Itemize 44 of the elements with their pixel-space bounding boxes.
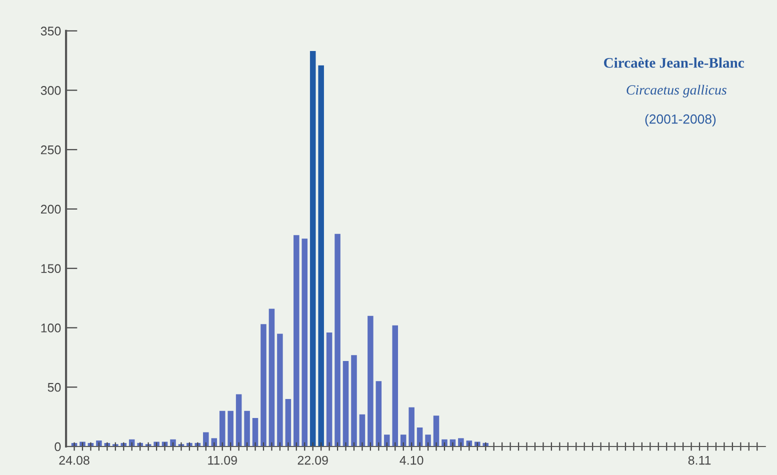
bar xyxy=(236,394,242,446)
bar xyxy=(277,334,283,446)
bar xyxy=(252,418,258,446)
bar xyxy=(342,361,349,446)
y-tick-label: 50 xyxy=(48,382,61,392)
x-tick-label: 24.08 xyxy=(59,456,90,465)
bar xyxy=(376,381,382,446)
y-tick-label: 350 xyxy=(40,26,61,36)
bar xyxy=(318,65,324,446)
bar xyxy=(334,234,340,446)
bar xyxy=(228,410,234,446)
bar xyxy=(416,428,423,446)
y-tick-label: 200 xyxy=(40,204,61,214)
bar xyxy=(219,410,226,446)
bar xyxy=(302,238,308,446)
bar xyxy=(294,235,300,446)
x-tick-label: 22.09 xyxy=(298,456,328,465)
bar xyxy=(268,308,275,446)
bar xyxy=(244,410,250,446)
y-tick-label: 100 xyxy=(41,324,61,332)
y-tick-label: 0 xyxy=(54,442,61,452)
bar xyxy=(425,434,431,446)
x-tick-label: 11.09 xyxy=(208,456,237,465)
bar xyxy=(458,438,464,446)
bar xyxy=(408,407,414,446)
bar xyxy=(433,416,440,446)
text: Circaetus gallicus xyxy=(626,84,726,98)
x-tick-label: 4.10 xyxy=(400,456,424,465)
bar xyxy=(260,324,266,446)
y-tick-label: 250 xyxy=(40,145,61,154)
bar xyxy=(203,432,209,446)
bar xyxy=(359,414,366,446)
bar xyxy=(384,434,390,446)
bar xyxy=(368,316,374,446)
bar xyxy=(310,51,316,446)
y-tick-label: 300 xyxy=(40,86,61,95)
y-tick-label: 150 xyxy=(41,264,61,274)
bar xyxy=(326,332,332,446)
bar xyxy=(392,325,398,446)
annotation: (2001-2008) xyxy=(645,114,716,126)
bar xyxy=(285,399,292,446)
text: Circaète Jean-le-Blanc xyxy=(604,58,744,68)
x-tick-label: 8.11 xyxy=(688,456,711,465)
bar xyxy=(351,355,357,446)
